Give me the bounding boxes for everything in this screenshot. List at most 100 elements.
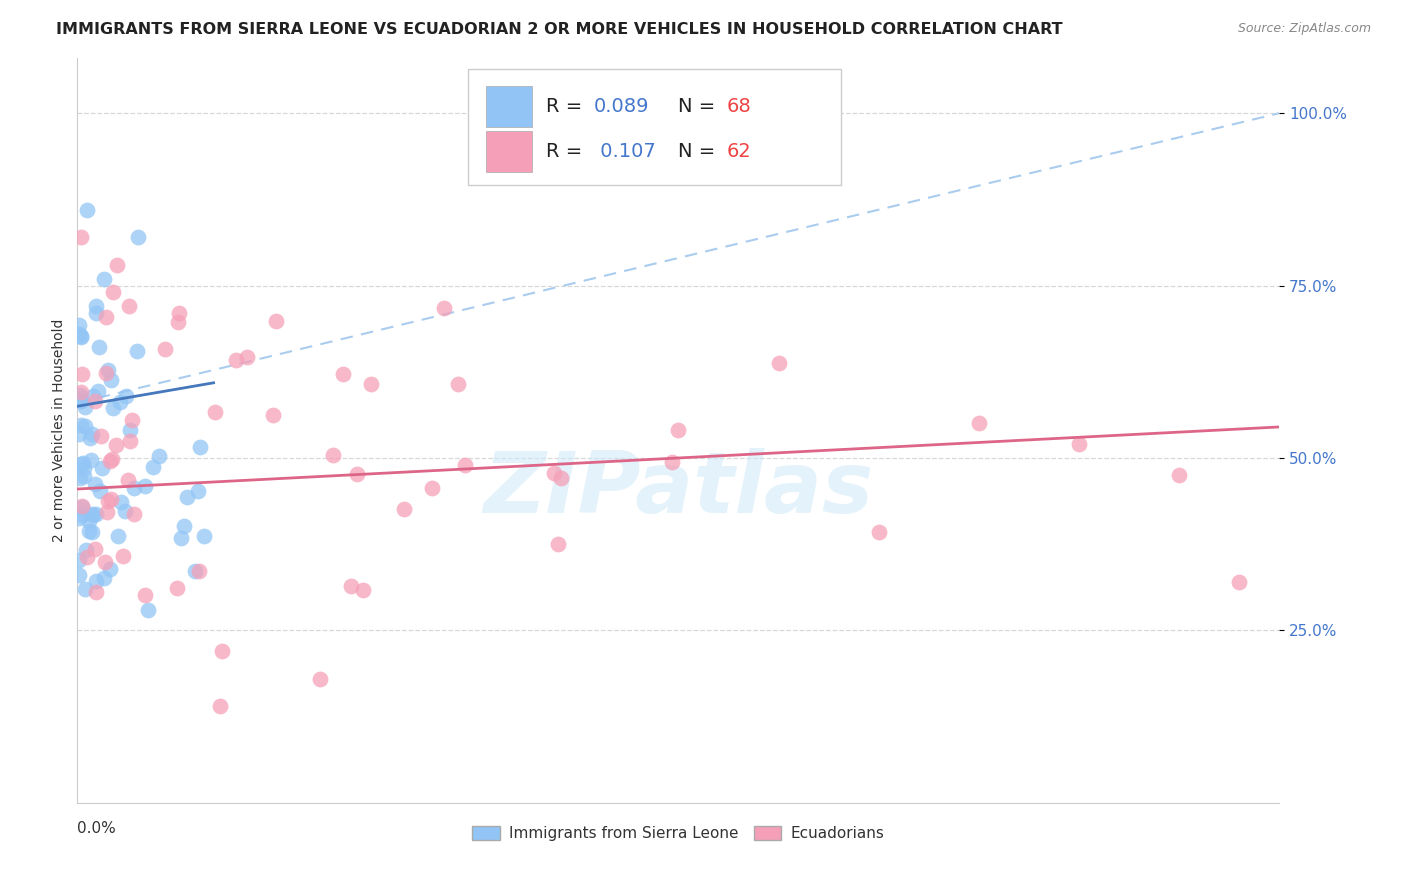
Point (84, 476, 107, 491)
Point (184, 564, 207, 578)
Point (94, 367, 117, 381)
Point (83, 542, 105, 557)
Point (93, 571, 115, 585)
Point (91, 461, 114, 475)
Text: R =: R = (546, 142, 589, 161)
Point (67, 327, 90, 342)
Point (120, 423, 142, 437)
Point (1229, 574, 1251, 589)
Point (422, 481, 444, 495)
Point (360, 376, 382, 391)
Point (134, 479, 156, 493)
Point (82, 427, 104, 442)
Point (82, 508, 104, 523)
Point (84, 306, 107, 320)
Point (70, 392, 93, 407)
Point (142, 460, 165, 475)
Point (69, 330, 91, 344)
Text: ZIPatlas: ZIPatlas (484, 449, 873, 532)
Point (69, 329, 91, 343)
Point (108, 395, 131, 409)
Point (70, 394, 93, 409)
Point (80, 453, 103, 467)
Point (67, 568, 90, 582)
Point (187, 565, 209, 579)
Point (80, 524, 103, 539)
FancyBboxPatch shape (468, 70, 841, 185)
Text: IMMIGRANTS FROM SIERRA LEONE VS ECUADORIAN 2 OR MORE VEHICLES IN HOUSEHOLD CORRE: IMMIGRANTS FROM SIERRA LEONE VS ECUADORI… (56, 22, 1063, 37)
Point (73, 400, 96, 414)
Point (76, 202, 98, 217)
Point (93, 555, 115, 569)
Text: R =: R = (546, 97, 589, 116)
Point (73, 419, 96, 434)
Point (72, 456, 94, 470)
Point (134, 588, 156, 602)
Point (76, 549, 98, 564)
Point (453, 458, 475, 473)
Point (103, 285, 125, 300)
Point (115, 389, 138, 403)
Point (70, 368, 93, 382)
Point (166, 315, 188, 329)
Point (352, 582, 374, 597)
Point (169, 531, 191, 545)
Point (111, 549, 134, 564)
Point (67, 427, 90, 442)
Point (84, 299, 107, 313)
Point (394, 502, 416, 516)
Point (79, 431, 101, 445)
Legend: Immigrants from Sierra Leone, Ecuadorians: Immigrants from Sierra Leone, Ecuadorian… (467, 820, 890, 847)
Point (768, 356, 790, 370)
Point (117, 473, 139, 487)
Text: 68: 68 (727, 97, 751, 116)
Point (101, 452, 124, 467)
Point (100, 373, 122, 387)
Point (236, 350, 259, 364)
Point (70, 230, 93, 244)
Point (547, 537, 569, 551)
Point (70, 385, 93, 400)
Text: 0.107: 0.107 (595, 142, 657, 161)
Point (105, 258, 128, 272)
Point (211, 644, 233, 658)
Point (77, 524, 100, 538)
Point (204, 404, 226, 418)
Point (332, 367, 354, 381)
Point (136, 603, 159, 617)
Text: 62: 62 (727, 142, 751, 161)
Point (340, 579, 363, 593)
Point (93, 271, 115, 285)
Point (70, 508, 93, 523)
Point (127, 230, 149, 244)
Point (122, 481, 145, 495)
Point (225, 352, 247, 367)
Point (187, 483, 209, 498)
Point (90, 429, 112, 443)
Point (121, 413, 143, 427)
Point (167, 305, 190, 319)
Point (208, 699, 231, 714)
Point (661, 455, 683, 469)
Text: N =: N = (679, 97, 721, 116)
Point (96, 505, 118, 519)
Point (322, 448, 344, 462)
Point (153, 342, 176, 356)
Point (73, 582, 96, 596)
Point (125, 343, 148, 358)
Point (67, 318, 90, 332)
Point (120, 434, 142, 449)
Point (118, 299, 141, 313)
Point (105, 438, 128, 452)
Point (80, 507, 103, 521)
Text: N =: N = (679, 142, 721, 161)
Point (82, 389, 104, 403)
Point (309, 672, 332, 686)
Point (262, 408, 284, 422)
Point (96, 310, 118, 324)
Point (114, 504, 136, 518)
Point (70, 457, 93, 471)
Point (107, 529, 129, 543)
Point (98, 454, 121, 468)
Point (84, 507, 107, 521)
